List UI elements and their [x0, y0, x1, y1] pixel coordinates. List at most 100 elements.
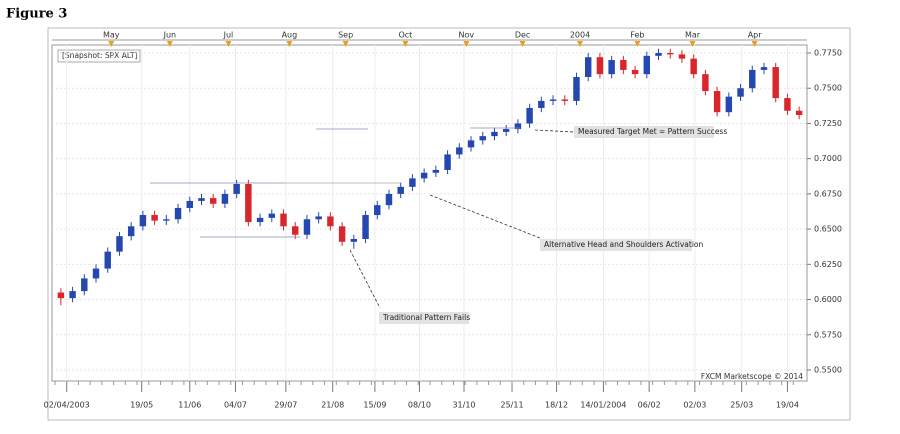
- candle-body: [795, 110, 803, 115]
- top-tick: [577, 41, 583, 47]
- x-tick-label: 11/06: [178, 401, 201, 410]
- candle-body: [221, 193, 229, 204]
- candle-body: [92, 268, 100, 279]
- y-tick-label: 0.6750: [814, 189, 842, 198]
- x-tick-label: 06/02: [638, 401, 661, 410]
- candle-body: [163, 219, 170, 221]
- candle-body: [127, 226, 135, 237]
- candle-body: [749, 69, 756, 89]
- credit: FXCM Marketscope © 2014: [701, 372, 803, 381]
- candle-body: [303, 219, 311, 235]
- candle-body: [69, 291, 76, 299]
- candle-body: [397, 186, 404, 194]
- frame: [47, 27, 851, 421]
- candle-body: [608, 60, 615, 75]
- x-tick-label: 15/09: [363, 401, 386, 410]
- top-tick: [463, 41, 470, 47]
- top-tick: [402, 41, 409, 47]
- candle-body: [514, 123, 522, 130]
- candle-body: [584, 57, 592, 77]
- top-tick-label: 2004: [570, 31, 590, 40]
- top-tick-label: Nov: [459, 31, 475, 40]
- candle-body: [690, 58, 697, 75]
- candle-body: [456, 147, 463, 155]
- candle-body: [772, 67, 779, 99]
- candle-body: [292, 226, 299, 235]
- candle-body: [338, 226, 346, 242]
- candle-body: [151, 215, 158, 221]
- y-tick-label: 0.6500: [814, 225, 842, 234]
- marks: [52, 45, 807, 381]
- top-tick: [689, 41, 696, 47]
- top-tick-label: Aug: [282, 31, 298, 40]
- candle-body: [573, 76, 580, 101]
- candle-body: [280, 213, 287, 227]
- y-tick-label: 0.5750: [814, 330, 842, 339]
- candle-body: [104, 251, 111, 269]
- candle-body: [268, 213, 276, 218]
- candle-body: [725, 96, 733, 113]
- candle-body: [315, 216, 322, 220]
- candle-body: [596, 57, 604, 75]
- candle-body: [374, 205, 381, 216]
- top-tick-label: Dec: [515, 31, 530, 40]
- candle-body: [631, 69, 639, 75]
- x-tick-label: 04/07: [224, 401, 247, 410]
- candle-body: [760, 67, 768, 70]
- candle-body: [702, 74, 709, 92]
- y-tick-label: 0.6000: [814, 295, 842, 304]
- annotation: Alternative Head and Shoulders Activatio…: [544, 240, 704, 249]
- x-tick-label: 25/03: [730, 401, 753, 410]
- x-tick-label: 02/03: [683, 401, 706, 410]
- candle-body: [256, 217, 264, 223]
- top-tick-label: Oct: [398, 31, 412, 40]
- top-tick-label: Jun: [163, 31, 177, 40]
- top-tick-label: Apr: [748, 31, 763, 40]
- candle-body: [538, 100, 545, 108]
- x-tick-label: 08/10: [408, 401, 431, 410]
- annotation: Traditional Pattern Fails: [382, 313, 470, 322]
- candle-body: [784, 98, 791, 111]
- candle-body: [362, 215, 369, 239]
- plot-area: [51, 44, 808, 382]
- candle-body: [233, 184, 240, 194]
- top-tick-label: May: [103, 31, 120, 40]
- top-tick-label: Jul: [223, 31, 234, 40]
- candle-body: [186, 200, 193, 208]
- candle-body: [209, 198, 217, 204]
- candle-body: [526, 107, 533, 124]
- y-tick-label: 0.7000: [814, 154, 842, 163]
- candle-body: [667, 53, 674, 55]
- top-tick-label: Sep: [338, 31, 353, 40]
- candle-body: [444, 154, 451, 170]
- snapshot-label: [Snapshot: SPX ALT]: [62, 51, 138, 60]
- x-tick-label: 19/04: [776, 401, 799, 410]
- candle-body: [643, 55, 651, 75]
- x-tick-label: 18/12: [545, 401, 568, 410]
- y-tick-label: 0.7250: [814, 119, 842, 128]
- top-tick-label: Feb: [630, 31, 644, 40]
- candle-body: [678, 54, 686, 59]
- x-tick-label: 21/08: [321, 401, 344, 410]
- candle-body: [57, 292, 65, 299]
- x-tick-label: 19/05: [130, 401, 153, 410]
- candle-body: [409, 178, 416, 187]
- candle-body: [385, 193, 393, 206]
- leader: [534, 129, 575, 133]
- leader: [349, 249, 381, 309]
- candle-body: [479, 136, 486, 141]
- candle-body: [350, 238, 358, 242]
- candle-body: [467, 140, 475, 148]
- snapshot-box: [57, 49, 141, 63]
- candle-body: [432, 169, 440, 173]
- annotation-lines: [150, 127, 575, 309]
- y-tick-label: 0.7500: [814, 84, 842, 93]
- top-tick: [751, 41, 758, 47]
- x-tick-label: 25/11: [501, 401, 524, 410]
- annotation: Measured Target Met = Pattern Success: [578, 127, 727, 136]
- candle-body: [491, 131, 498, 137]
- candle-body: [198, 198, 205, 201]
- top-tick: [342, 41, 349, 47]
- x-tick-label: 02/04/2003: [44, 401, 90, 410]
- top-tick: [286, 41, 293, 47]
